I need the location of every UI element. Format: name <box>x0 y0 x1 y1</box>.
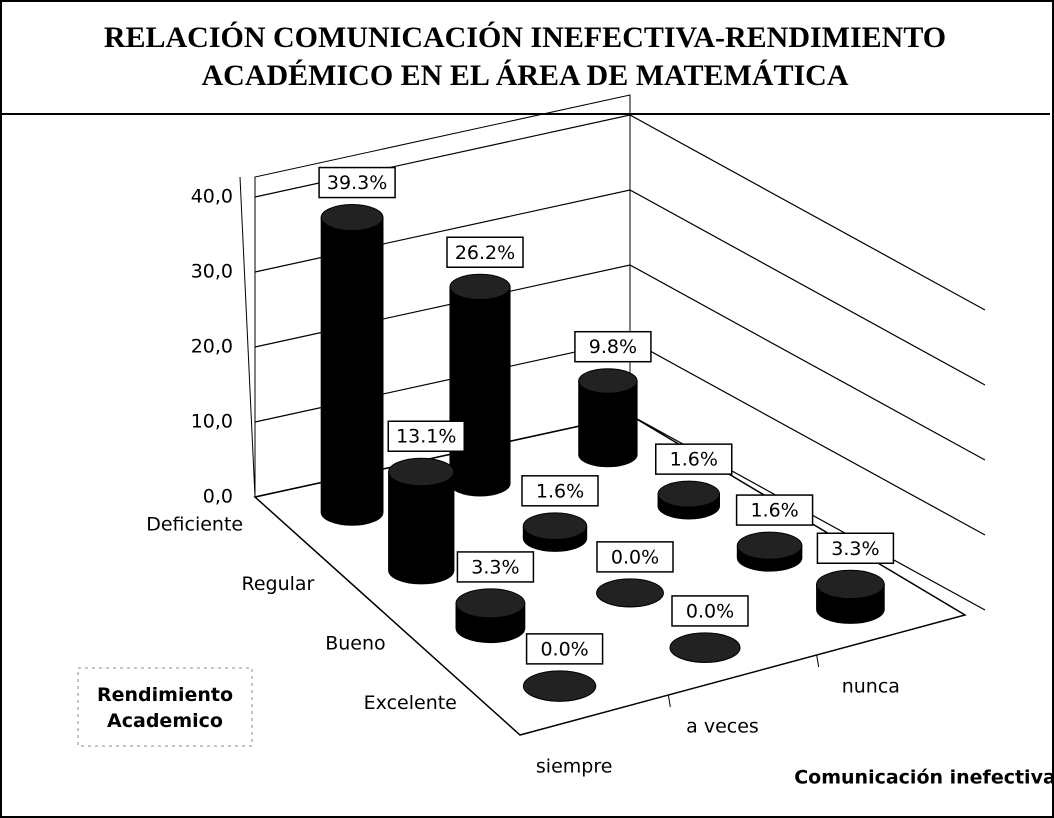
cylinder-top <box>578 368 638 394</box>
y-tick-label: 30,0 <box>191 261 233 283</box>
series-label: siempre <box>536 756 613 778</box>
data-label-box <box>816 532 895 565</box>
data-label-box <box>456 551 535 583</box>
y-axis <box>239 176 256 498</box>
data-label: 1.6% <box>750 500 798 522</box>
y-tick-label: 0,0 <box>203 486 233 508</box>
data-label-box <box>735 494 814 526</box>
data-label-box <box>521 475 599 507</box>
cylinder-top <box>736 531 803 560</box>
y-tick-label: 20,0 <box>191 336 233 358</box>
axis-tick <box>667 694 671 708</box>
data-label-box <box>574 330 652 363</box>
data-label: 1.6% <box>670 449 718 471</box>
data-label: 0.0% <box>540 638 588 660</box>
data-label-box <box>446 236 524 269</box>
x-axis-title: Rendimiento Academico <box>97 684 233 732</box>
x-axis-title-line: Academico <box>107 710 223 732</box>
cylinder-top <box>522 512 588 540</box>
data-label: 3.3% <box>831 538 879 560</box>
cylinder-top <box>657 480 720 508</box>
data-label: 13.1% <box>396 426 456 448</box>
category-label: Excelente <box>364 692 457 714</box>
data-label-box <box>318 166 396 199</box>
series-label: a veces <box>686 716 759 738</box>
y-tick-label: 10,0 <box>191 411 233 433</box>
cylinder <box>388 471 455 585</box>
cylinder <box>449 286 511 497</box>
cylinder-top <box>449 273 511 300</box>
data-label-box <box>655 443 733 475</box>
x-axis-title-line: Rendimiento <box>97 684 233 706</box>
cylinder-top <box>320 204 384 232</box>
cylinder-top <box>669 632 741 663</box>
data-label-box <box>525 633 604 665</box>
cylinder-top <box>455 588 526 619</box>
cylinder-top <box>388 457 455 487</box>
title-box: RELACIÓN COMUNICACIÓN INEFECTIVA-RENDIMI… <box>0 0 1050 115</box>
data-label: 3.3% <box>471 556 519 578</box>
axis-title-box <box>77 667 253 747</box>
series-axis-title: Comunicación inefectiva <box>794 767 1054 789</box>
cylinder-top <box>816 569 885 600</box>
category-label: Bueno <box>325 632 385 654</box>
data-label: 0.0% <box>611 546 659 568</box>
axis-tick <box>816 654 820 668</box>
cylinder <box>578 380 638 468</box>
data-label-box <box>596 541 674 573</box>
series-label: nunca <box>842 676 900 698</box>
data-label-box <box>387 420 465 452</box>
data-label: 1.6% <box>536 480 584 502</box>
cylinder-top <box>596 578 664 608</box>
data-label: 39.3% <box>327 172 387 194</box>
data-label: 0.0% <box>686 600 734 622</box>
cylinder <box>320 217 384 526</box>
chart-title: RELACIÓN COMUNICACIÓN INEFECTIVA-RENDIMI… <box>103 20 947 92</box>
data-label: 26.2% <box>455 242 515 264</box>
data-label-box <box>671 595 749 627</box>
category-label: Deficiente <box>146 513 243 535</box>
y-tick-label: 40,0 <box>191 186 233 208</box>
cylinder-top <box>522 670 597 702</box>
data-label: 9.8% <box>589 336 637 358</box>
category-label: Regular <box>242 573 315 595</box>
